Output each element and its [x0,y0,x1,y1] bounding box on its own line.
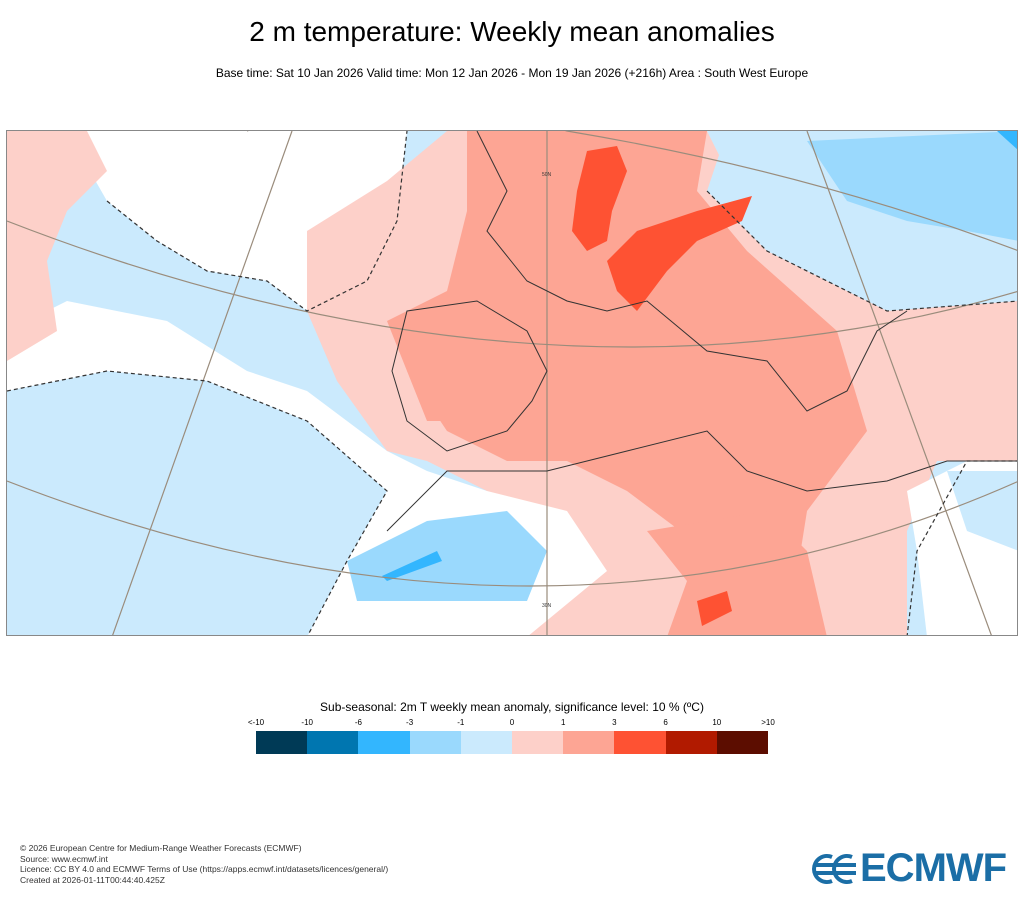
legend-tick-label: <-10 [247,718,265,727]
licence: Licence: CC BY 4.0 and ECMWF Terms of Us… [20,864,389,874]
significance-contour [906,460,1017,635]
logo-text: ECMWF [860,846,1007,890]
legend-color-swatch [563,731,615,754]
legend-tick-label: -3 [406,718,414,727]
legend-tick-label: 3 [612,718,617,727]
latitude-line [7,220,1017,348]
subtitle: Base time: Sat 10 Jan 2026 Valid time: M… [215,66,809,80]
coastline [386,430,1017,532]
ecmwf-logo-icon [812,853,856,884]
significance-contour [106,131,408,312]
cold-anomaly-area [807,131,1017,241]
anomaly-map: 50N 30N [6,130,1018,636]
page-title: 2 m temperature: Weekly mean anomalies [249,16,775,47]
legend-tick-label: 1 [560,718,566,727]
cold-anomaly-area [382,551,442,581]
legend-labels: <-10 -10 -6 -3 -1 0 1 3 6 10 >10 [248,718,775,730]
warm-anomaly-area [387,131,867,635]
map-svg: 50N 30N [7,131,1017,635]
coastline [391,300,548,452]
longitude-line [806,131,992,635]
legend-color-swatch [665,731,717,754]
legend-tick-label: -1 [457,718,465,727]
legend-color-swatch [460,731,513,754]
legend-tick-label: -10 [301,718,313,727]
strong-warm-anomaly [697,591,732,626]
coastline [476,131,908,412]
copyright: © 2026 European Centre for Medium-Range … [20,843,302,853]
warm-anomaly-area [407,311,537,421]
legend-color-swatch [409,731,461,754]
legend-tick-label: 6 [663,718,668,727]
cold-anomaly-area [947,471,1017,551]
latitude-line [7,480,1017,587]
legend-tick-label: 10 [712,718,722,727]
legend-color-swatch [358,731,410,754]
legend-color-swatch [256,731,308,754]
legend-colorbar [256,731,769,754]
warm-anomaly-area [7,131,107,361]
warm-anomaly-area [647,511,827,635]
significance-contour [7,370,388,635]
longitude-line [112,131,293,635]
strong-warm-anomaly [607,196,752,311]
legend-tick-label: >10 [761,718,775,727]
latitude-line [247,131,1017,251]
legend-tick-label: 0 [509,718,515,727]
significance-contour [706,190,1017,312]
source: Source: www.ecmwf.int [20,853,108,864]
legend-color-swatch [614,731,666,754]
legend-color-swatch [716,731,769,754]
ecmwf-logo: ECMWF [812,846,1007,891]
legend-color-swatch [307,731,359,754]
footer: © 2026 European Centre for Medium-Range … [20,843,388,885]
legend-title: Sub-seasonal: 2m T weekly mean anomaly, … [320,700,704,714]
created-at: Created at 2026-01-11T00:44:40.425Z [20,874,165,885]
lat-label: 50N [542,172,552,178]
strong-warm-anomaly [572,146,627,251]
legend-color-swatch [512,731,564,754]
legend-tick-label: -6 [354,718,362,727]
lat-label: 30N [542,603,552,609]
